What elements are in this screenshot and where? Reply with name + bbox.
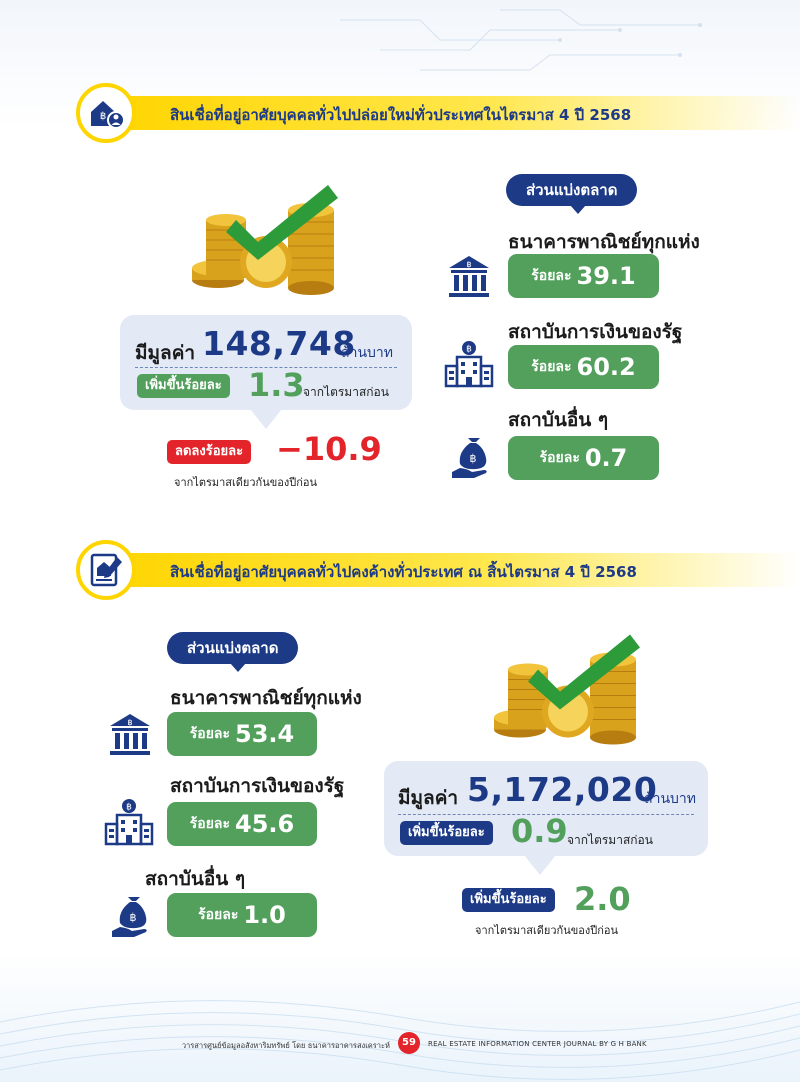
section1-inst-name-other: สถาบันอื่น ๆ bbox=[508, 409, 609, 431]
section2-inst-name-gov: สถาบันการเงินของรัฐ bbox=[170, 775, 345, 797]
section2-share-gov: ร้อยละ 45.6 bbox=[167, 802, 317, 846]
section1-share-title-tail bbox=[570, 205, 586, 214]
loan-document-icon bbox=[76, 540, 136, 600]
section1-qoq-text: จากไตรมาสก่อน bbox=[303, 385, 389, 399]
section1-share-bank: ร้อยละ 39.1 bbox=[508, 254, 659, 298]
bank-icon: ฿ bbox=[449, 256, 489, 297]
section2-qoq-text: จากไตรมาสก่อน bbox=[567, 833, 653, 847]
section1-qoq-value: 1.3 bbox=[248, 366, 305, 404]
svg-text:฿: ฿ bbox=[127, 718, 132, 727]
page-number: 59 bbox=[398, 1032, 420, 1054]
section2-qoq-value: 0.9 bbox=[511, 812, 568, 850]
government-building-icon: ฿ bbox=[444, 341, 494, 388]
section2-share-title: ส่วนแบ่งตลาด bbox=[167, 632, 299, 664]
section1-title: สินเชื่อที่อยู่อาศัยบุคคลทั่วไปปล่อยใหม่… bbox=[170, 106, 632, 124]
section2-inst-name-other: สถาบันอื่น ๆ bbox=[145, 868, 246, 890]
section2-value-label: มีมูลค่า bbox=[398, 787, 459, 809]
section2-qoq-chip: เพิ่มขึ้นร้อยละ bbox=[400, 821, 493, 845]
section2-title: สินเชื่อที่อยู่อาศัยบุคคลทั่วไปคงค้างทั่… bbox=[170, 563, 637, 581]
money-bag-hand-icon: ฿ bbox=[112, 897, 147, 937]
section1-value-card-tail bbox=[250, 409, 282, 429]
svg-text:฿: ฿ bbox=[470, 452, 477, 465]
section1-value-unit: ล้านบาท bbox=[341, 345, 393, 361]
footer-journal-thai: วารสารศูนย์ข้อมูลอสังหาริมทรัพย์ โดย ธนา… bbox=[181, 1041, 390, 1050]
section1-inst-name-bank: ธนาคารพาณิชย์ทุกแห่ง bbox=[508, 231, 700, 253]
section1-qoq-chip: เพิ่มขึ้นร้อยละ bbox=[137, 374, 230, 398]
section1-divider bbox=[135, 367, 397, 368]
section1-yoy-value: −10.9 bbox=[276, 430, 382, 468]
svg-text:฿: ฿ bbox=[466, 345, 472, 355]
section2-yoy-value: 2.0 bbox=[574, 880, 631, 918]
section2-share-bank-value: 53.4 bbox=[235, 720, 295, 748]
section1-share-gov-label: ร้อยละ bbox=[531, 359, 572, 375]
section1-share-other: ร้อยละ 0.7 bbox=[508, 436, 659, 480]
section1-yoy-chip: ลดลงร้อยละ bbox=[167, 440, 252, 464]
section1-share-other-label: ร้อยละ bbox=[539, 450, 580, 466]
footer-wave-decoration bbox=[0, 1000, 800, 1080]
section2-share-other: ร้อยละ 1.0 bbox=[167, 893, 317, 937]
section2-share-title-tail bbox=[230, 663, 246, 672]
footer-journal-english: REAL ESTATE INFORMATION CENTER JOURNAL B… bbox=[428, 1040, 647, 1048]
svg-text:฿: ฿ bbox=[100, 111, 106, 122]
section2-share-other-value: 1.0 bbox=[243, 901, 286, 929]
section1-share-gov-value: 60.2 bbox=[576, 353, 636, 381]
section1-share-gov: ร้อยละ 60.2 bbox=[508, 345, 659, 389]
coin-stack-check-illustration bbox=[192, 185, 338, 295]
section2-yoy-text: จากไตรมาสเดียวกันของปีก่อน bbox=[475, 924, 618, 937]
section1-share-title: ส่วนแบ่งตลาด bbox=[506, 174, 638, 206]
section2-share-bank: ร้อยละ 53.4 bbox=[167, 712, 317, 756]
svg-text:฿: ฿ bbox=[126, 803, 132, 813]
section2-share-gov-label: ร้อยละ bbox=[189, 816, 230, 832]
section1-share-bank-label: ร้อยละ bbox=[531, 268, 572, 284]
svg-text:฿: ฿ bbox=[466, 260, 471, 269]
section1-banner: สินเชื่อที่อยู่อาศัยบุคคลทั่วไปปล่อยใหม่… bbox=[110, 96, 800, 130]
circuit-decoration bbox=[340, 9, 702, 71]
section1-yoy-text: จากไตรมาสเดียวกันของปีก่อน bbox=[174, 476, 317, 489]
section2-share-gov-value: 45.6 bbox=[235, 810, 295, 838]
section2-yoy-chip: เพิ่มขึ้นร้อยละ bbox=[462, 888, 555, 912]
section1-share-other-value: 0.7 bbox=[584, 444, 628, 472]
section2-share-other-label: ร้อยละ bbox=[198, 907, 239, 923]
section1-value-label: มีมูลค่า bbox=[135, 342, 196, 364]
section2-value: 5,172,020 bbox=[467, 770, 658, 809]
section1-value: 148,748 bbox=[202, 324, 356, 363]
section2-banner: สินเชื่อที่อยู่อาศัยบุคคลทั่วไปคงค้างทั่… bbox=[110, 553, 800, 587]
coin-stack-check-illustration bbox=[494, 634, 640, 745]
section2-value-unit: ล้านบาท bbox=[644, 791, 696, 807]
house-loan-icon: ฿ bbox=[76, 83, 136, 143]
section2-divider bbox=[398, 814, 694, 815]
section1-inst-name-gov: สถาบันการเงินของรัฐ bbox=[508, 321, 683, 343]
bank-icon: ฿ bbox=[110, 714, 150, 755]
section2-inst-name-bank: ธนาคารพาณิชย์ทุกแห่ง bbox=[170, 687, 362, 709]
svg-text:฿: ฿ bbox=[130, 911, 137, 924]
section1-share-bank-value: 39.1 bbox=[576, 262, 636, 290]
government-building-icon: ฿ bbox=[104, 799, 154, 846]
money-bag-hand-icon: ฿ bbox=[452, 438, 487, 478]
section2-value-card-tail bbox=[524, 855, 556, 875]
section2-share-bank-label: ร้อยละ bbox=[189, 726, 230, 742]
